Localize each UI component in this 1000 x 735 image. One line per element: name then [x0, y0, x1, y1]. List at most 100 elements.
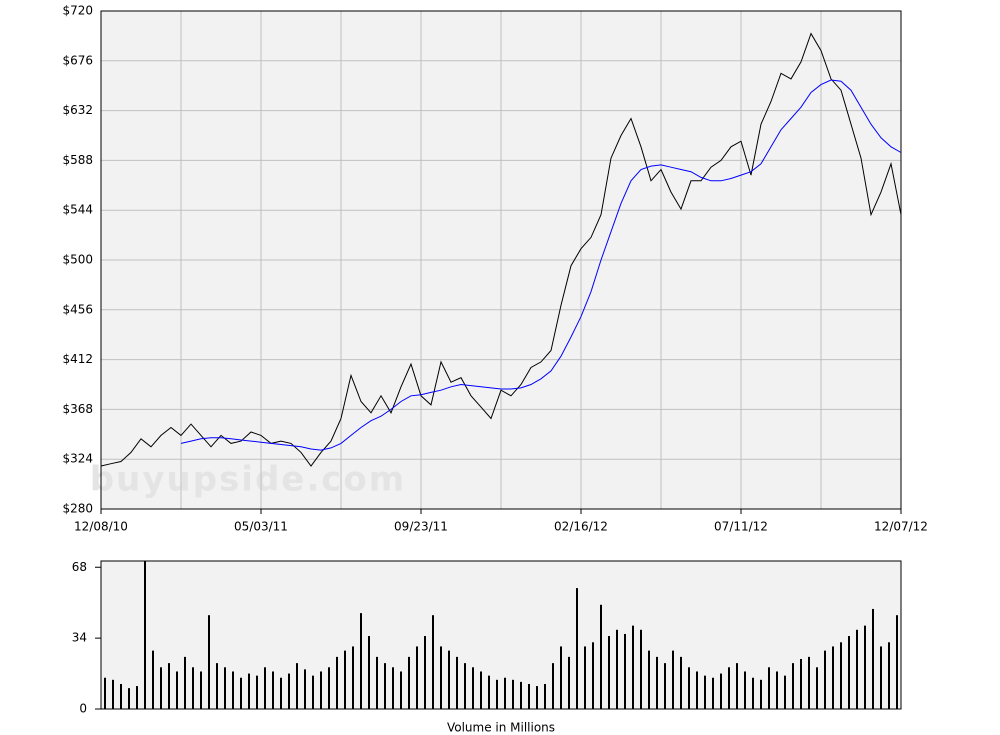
volume-plot: [101, 561, 901, 709]
volume-bar: [144, 561, 146, 709]
volume-bar: [368, 636, 370, 709]
volume-bar: [600, 604, 602, 709]
volume-bar: [376, 656, 378, 709]
volume-bar: [240, 677, 242, 709]
volume-bar: [808, 656, 810, 709]
volume-bar: [400, 671, 402, 709]
volume-bar: [504, 677, 506, 709]
volume-bar: [392, 667, 394, 709]
y-tick-label: 34: [72, 631, 87, 645]
x-axis-label: Volume in Millions: [447, 721, 555, 735]
volume-bar: [680, 656, 682, 709]
x-tick-label: 12/08/10: [74, 520, 128, 534]
volume-bar: [872, 608, 874, 709]
y-tick-label: $500: [62, 253, 93, 267]
volume-bar: [192, 667, 194, 709]
volume-bar: [792, 663, 794, 709]
volume-bar: [464, 663, 466, 709]
volume-bar: [536, 686, 538, 709]
volume-bar: [312, 675, 314, 709]
volume-bar: [632, 625, 634, 709]
y-tick-label: 0: [79, 702, 87, 716]
volume-bar: [720, 673, 722, 709]
x-tick-label: 02/16/12: [554, 520, 608, 534]
volume-bar: [104, 677, 106, 709]
volume-bar: [880, 646, 882, 709]
volume-bar: [704, 675, 706, 709]
volume-bar: [616, 629, 618, 709]
volume-bar: [216, 663, 218, 709]
volume-bar: [784, 675, 786, 709]
volume-bar: [752, 677, 754, 709]
volume-bar: [648, 650, 650, 709]
volume-bar: [576, 588, 578, 709]
volume-bar: [848, 636, 850, 709]
volume-bar: [208, 615, 210, 709]
volume-bar: [128, 688, 130, 709]
volume-bar: [512, 679, 514, 709]
volume-bar: [544, 683, 546, 709]
volume-bar: [664, 663, 666, 709]
y-tick-label: $720: [62, 4, 93, 18]
volume-bar: [640, 629, 642, 709]
volume-bar: [256, 675, 258, 709]
volume-bar: [856, 629, 858, 709]
volume-bar: [168, 663, 170, 709]
volume-bar: [888, 642, 890, 709]
volume-bar: [160, 667, 162, 709]
volume-bar: [136, 686, 138, 709]
y-tick-label: 68: [72, 560, 87, 574]
volume-bar: [280, 677, 282, 709]
y-tick-label: $280: [62, 502, 93, 516]
volume-bar: [560, 646, 562, 709]
volume-bar: [608, 636, 610, 709]
volume-bar: [520, 681, 522, 709]
volume-bar: [224, 667, 226, 709]
volume-bar: [456, 656, 458, 709]
y-tick-label: $676: [62, 53, 93, 67]
volume-bar: [352, 646, 354, 709]
volume-bar: [152, 650, 154, 709]
y-tick-label: $456: [62, 302, 93, 316]
volume-bar: [288, 673, 290, 709]
volume-bar: [248, 673, 250, 709]
volume-bar: [696, 671, 698, 709]
volume-bar: [272, 671, 274, 709]
volume-bar: [800, 658, 802, 709]
volume-bar: [184, 656, 186, 709]
volume-bar: [176, 671, 178, 709]
volume-bar: [656, 656, 658, 709]
volume-bar: [736, 663, 738, 709]
volume-bar: [624, 633, 626, 709]
volume-bar: [760, 679, 762, 709]
volume-bar: [120, 683, 122, 709]
volume-bar: [264, 667, 266, 709]
volume-bar: [528, 683, 530, 709]
y-tick-label: $588: [62, 153, 93, 167]
volume-bar: [864, 625, 866, 709]
volume-bar: [432, 615, 434, 709]
y-tick-label: $412: [62, 352, 93, 366]
volume-bar: [768, 667, 770, 709]
volume-bar: [728, 667, 730, 709]
y-tick-label: $324: [62, 452, 93, 466]
volume-bar: [448, 650, 450, 709]
volume-bar: [320, 671, 322, 709]
volume-bar: [416, 646, 418, 709]
volume-bar: [592, 642, 594, 709]
volume-bar: [488, 675, 490, 709]
y-tick-label: $632: [62, 103, 93, 117]
y-tick-label: $368: [62, 402, 93, 416]
volume-bar: [304, 669, 306, 709]
volume-bar: [552, 663, 554, 709]
volume-bar: [296, 663, 298, 709]
price-line: [180, 79, 902, 451]
volume-bar: [496, 679, 498, 709]
volume-bar: [344, 650, 346, 709]
volume-bar: [672, 650, 674, 709]
price-line: [100, 32, 902, 467]
volume-bar: [424, 636, 426, 709]
volume-bar: [232, 671, 234, 709]
plot-border: [100, 10, 902, 510]
